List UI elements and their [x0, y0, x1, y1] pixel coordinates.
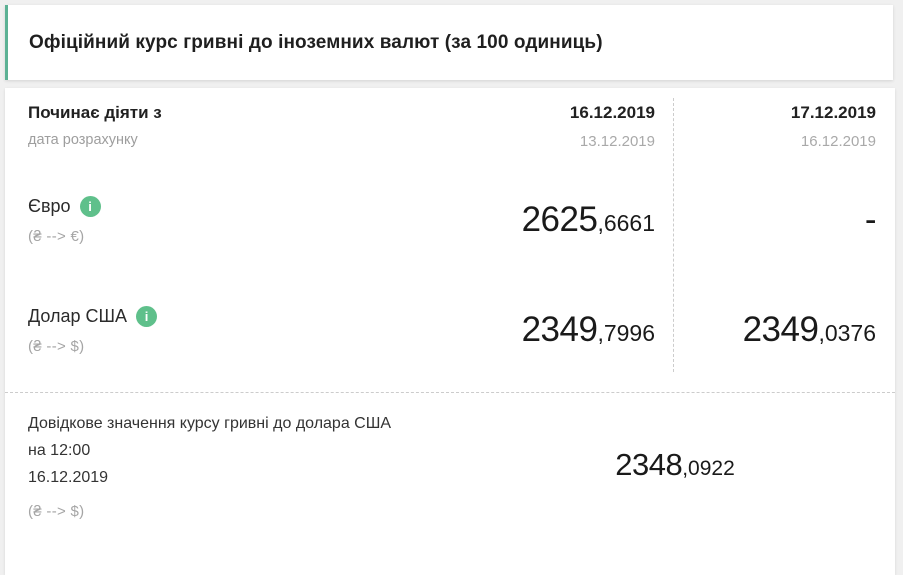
- reference-label-block: Довідкове значення курсу гривні до долар…: [5, 410, 455, 520]
- header-label-cell: Починає діяти з дата розрахунку: [5, 103, 430, 165]
- column-separator: [673, 98, 674, 372]
- reference-value-frac: ,0922: [682, 457, 735, 480]
- eur-rate-col1-frac: ,6661: [597, 210, 655, 236]
- eur-label-cell: Євро i (₴ --> €): [5, 195, 430, 245]
- usd-rate-col2-frac: ,0376: [818, 320, 876, 346]
- eur-rate-col1-int: 2625: [521, 200, 598, 239]
- usd-name: Долар США i: [28, 305, 430, 327]
- eur-name-label: Євро: [28, 195, 71, 216]
- table-header-row: Починає діяти з дата розрахунку 16.12.20…: [5, 88, 895, 165]
- eur-rate-col1: 2625,6661: [430, 200, 655, 240]
- header-date-col2: 17.12.2019 16.12.2019: [655, 103, 895, 165]
- table-row-usd: Долар США i (₴ --> $) 2349,7996 2349,037…: [5, 275, 895, 385]
- reference-pair-label: (₴ --> $): [28, 503, 85, 520]
- reference-date: 16.12.2019: [28, 469, 109, 486]
- info-icon[interactable]: i: [79, 195, 101, 217]
- calc-date-col2: 16.12.2019: [800, 133, 876, 150]
- usd-rate-col2: 2349,0376: [655, 310, 895, 350]
- info-icon[interactable]: i: [136, 305, 158, 327]
- reference-value-cell: 2348,0922: [455, 410, 895, 520]
- header-date-col1: 16.12.2019 13.12.2019: [430, 103, 655, 165]
- usd-name-label: Долар США: [28, 305, 128, 326]
- reference-value-int: 2348: [615, 447, 683, 482]
- effective-from-label: Починає діяти з: [28, 103, 162, 122]
- effective-date-col2: 17.12.2019: [790, 103, 876, 122]
- eur-rate-col2-int: -: [864, 200, 877, 239]
- calc-date-label: дата розрахунку: [28, 132, 138, 148]
- reference-section: Довідкове значення курсу гривні до долар…: [5, 393, 895, 520]
- rates-card: Починає діяти з дата розрахунку 16.12.20…: [5, 88, 895, 575]
- reference-title: Довідкове значення курсу гривні до долар…: [28, 415, 392, 432]
- eur-pair-label: (₴ --> €): [28, 227, 85, 245]
- eur-name: Євро i: [28, 195, 430, 217]
- table-row-eur: Євро i (₴ --> €) 2625,6661 -: [5, 165, 895, 275]
- eur-rate-col2: -: [655, 200, 895, 240]
- usd-rate-col1: 2349,7996: [430, 310, 655, 350]
- usd-rate-col2-int: 2349: [742, 310, 819, 349]
- usd-pair-label: (₴ --> $): [28, 337, 85, 355]
- usd-label-cell: Долар США i (₴ --> $): [5, 305, 430, 355]
- section-divider: [5, 392, 895, 393]
- page-title: Офіційний курс гривні до іноземних валют…: [29, 31, 603, 53]
- calc-date-col1: 13.12.2019: [579, 133, 655, 150]
- page-header: Офіційний курс гривні до іноземних валют…: [5, 5, 893, 80]
- usd-rate-col1-int: 2349: [521, 310, 598, 349]
- reference-time: на 12:00: [28, 442, 91, 459]
- usd-rate-col1-frac: ,7996: [597, 320, 655, 346]
- effective-date-col1: 16.12.2019: [569, 103, 655, 122]
